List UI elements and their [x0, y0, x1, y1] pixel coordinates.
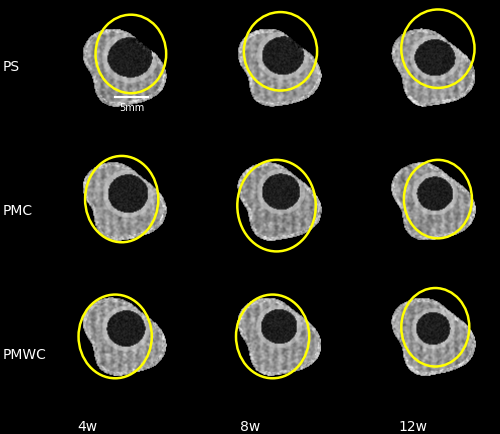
Text: 4w: 4w [78, 419, 98, 433]
Text: PMC: PMC [2, 204, 32, 217]
Text: 5mm: 5mm [119, 103, 144, 113]
Text: PMWC: PMWC [2, 347, 46, 361]
Text: 8w: 8w [240, 419, 260, 433]
Text: PS: PS [2, 60, 20, 74]
Text: 12w: 12w [398, 419, 427, 433]
